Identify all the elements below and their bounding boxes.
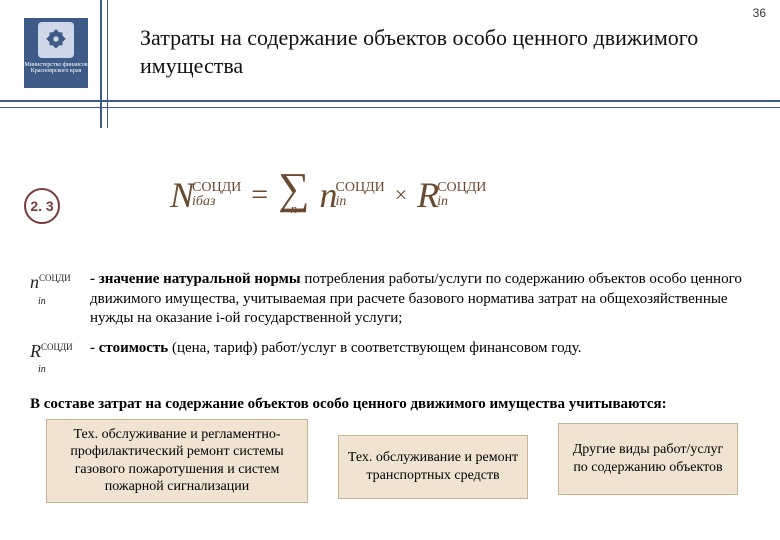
info-box-transport: Тех. обслуживание и ремонт транспортных … — [338, 435, 528, 499]
info-box-fire-system: Тех. обслуживание и регламентно-профилак… — [46, 419, 308, 503]
definition-row: nСОЦДИ in - значение натуральной нормы по… — [30, 270, 750, 329]
header: Министерство финансов Красноярского края… — [0, 0, 780, 120]
formula-row: 2. 3 N СОЦДИ iбаз = ∑ n n СОЦДИ in × R С… — [0, 180, 780, 240]
definition-text: - значение натуральной нормы потребления… — [90, 270, 750, 329]
definition-symbol: nСОЦДИ in — [30, 270, 76, 329]
d0-sup: СОЦДИ — [39, 273, 71, 283]
d1-sup: СОЦДИ — [41, 342, 73, 352]
d1-main: R — [30, 341, 41, 361]
info-boxes-row: Тех. обслуживание и регламентно-профилак… — [28, 415, 752, 515]
definitions-list: nСОЦДИin - значение натуральной нормы по… — [30, 270, 750, 385]
t2-sup: СОЦДИ — [437, 181, 486, 195]
d1-lead: - стоимость — [90, 340, 168, 356]
coat-of-arms-icon — [38, 22, 74, 58]
multiply-sign: × — [395, 182, 407, 208]
step-badge: 2. 3 — [24, 188, 60, 224]
d1-rest: (цена, тариф) работ/услуг в соответствую… — [168, 340, 581, 356]
vertical-divider — [100, 0, 108, 128]
t2-sub: in — [437, 195, 486, 209]
lhs-sup: СОЦДИ — [192, 181, 241, 195]
formula-term-1: n СОЦДИ in — [320, 174, 385, 216]
horizontal-divider — [0, 100, 780, 108]
d0-lead: - значение натуральной нормы — [90, 271, 301, 287]
d0-main: n — [30, 272, 39, 292]
lhs-sub: iбаз — [192, 195, 241, 209]
main-formula: N СОЦДИ iбаз = ∑ n n СОЦДИ in × R СОЦДИ … — [170, 174, 486, 217]
definition-text: - стоимость (цена, тариф) работ/услуг в … — [90, 339, 582, 386]
subtitle: В составе затрат на содержание объектов … — [30, 395, 750, 415]
formula-lhs: N СОЦДИ iбаз — [170, 174, 241, 216]
t2-main: R — [417, 174, 439, 216]
t1-sub: in — [336, 195, 385, 209]
sigma-icon: ∑ n — [278, 174, 309, 217]
definition-symbol: RСОЦДИ in — [30, 339, 76, 386]
d0-sub: in — [38, 296, 46, 307]
info-box-other: Другие виды работ/услуг по содержанию об… — [558, 423, 738, 495]
formula-term-2: R СОЦДИ in — [417, 174, 486, 216]
d1-sub: in — [38, 364, 46, 375]
t1-sup: СОЦДИ — [336, 181, 385, 195]
logo-text-2: Красноярского края — [31, 68, 82, 74]
title-block: Затраты на содержание объектов особо цен… — [140, 24, 720, 79]
equals-sign: = — [251, 178, 268, 212]
definition-row: RСОЦДИ in - стоимость (цена, тариф) работ… — [30, 339, 750, 386]
ministry-logo: Министерство финансов Красноярского края — [24, 18, 88, 88]
sigma-sub: n — [291, 201, 298, 217]
page-title: Затраты на содержание объектов особо цен… — [140, 24, 720, 79]
lhs-main: N — [170, 174, 194, 216]
